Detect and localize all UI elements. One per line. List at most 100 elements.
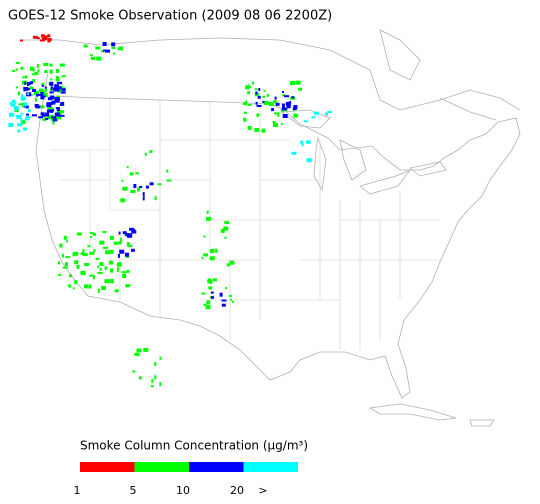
smoke-pixel <box>247 125 252 130</box>
smoke-pixel <box>136 348 142 353</box>
smoke-pixel <box>26 88 30 91</box>
smoke-pixel <box>25 116 31 119</box>
smoke-pixel <box>117 47 120 51</box>
smoke-pixel <box>118 46 123 51</box>
smoke-pixel <box>60 101 65 106</box>
smoke-pixel <box>93 249 96 253</box>
smoke-pixel <box>208 286 213 290</box>
smoke-pixel <box>280 123 283 126</box>
smoke-pixel <box>29 86 33 90</box>
smoke-pixel <box>96 56 102 61</box>
smoke-pixel <box>14 101 17 105</box>
smoke-pixel <box>20 112 24 115</box>
smoke-pixel <box>298 87 303 91</box>
smoke-pixel <box>88 284 92 289</box>
smoke-pixel <box>33 91 39 96</box>
smoke-pixel <box>274 96 277 100</box>
smoke-pixel <box>143 347 149 352</box>
smoke-pixel <box>41 83 45 86</box>
smoke-pixel <box>122 231 127 235</box>
smoke-pixel <box>40 34 45 38</box>
smoke-pixel <box>205 305 211 310</box>
smoke-pixel <box>248 85 252 88</box>
smoke-pixel <box>42 95 46 98</box>
smoke-pixel <box>118 231 121 235</box>
smoke-pixel <box>223 226 229 231</box>
smoke-pixel <box>126 166 129 169</box>
smoke-pixel <box>130 248 135 252</box>
smoke-pixel <box>99 240 105 245</box>
smoke-pixel <box>245 100 248 103</box>
smoke-pixel <box>49 81 54 86</box>
smoke-pixel <box>90 236 93 238</box>
smoke-pixel <box>114 289 119 293</box>
smoke-pixel <box>80 270 86 275</box>
smoke-pixel <box>268 102 274 107</box>
smoke-pixel <box>16 68 18 71</box>
smoke-pixel <box>126 242 130 247</box>
smoke-pixel <box>210 249 214 253</box>
smoke-pixel <box>55 69 59 73</box>
smoke-pixel <box>22 105 26 108</box>
smoke-pixel <box>262 95 266 98</box>
smoke-pixel <box>97 272 103 274</box>
smoke-pixel <box>32 67 35 72</box>
smoke-pixel <box>20 39 23 42</box>
smoke-pixel <box>314 111 320 115</box>
smoke-pixel <box>18 103 24 106</box>
smoke-pixel <box>87 245 91 248</box>
smoke-pixel <box>15 86 18 89</box>
smoke-pixel <box>221 303 226 307</box>
smoke-pixel <box>97 288 100 293</box>
smoke-pixel <box>24 118 30 121</box>
smoke-pixel <box>68 284 72 288</box>
smoke-pixel <box>84 263 90 266</box>
smoke-pixel <box>38 116 44 119</box>
smoke-pixel <box>272 120 276 123</box>
smoke-pixel <box>256 105 262 107</box>
smoke-pixel <box>255 91 258 95</box>
smoke-pixel <box>120 198 126 203</box>
smoke-pixel <box>31 87 34 89</box>
smoke-pixel <box>47 34 51 38</box>
smoke-pixel <box>295 80 301 85</box>
smoke-pixel <box>97 265 99 268</box>
smoke-pixel <box>41 114 46 117</box>
smoke-pixel <box>132 370 136 373</box>
smoke-pixel <box>139 186 143 188</box>
smoke-pixel <box>58 273 61 276</box>
smoke-pixel <box>60 91 66 94</box>
smoke-pixel <box>290 96 296 100</box>
smoke-pixel <box>292 107 297 111</box>
smoke-pixel <box>207 279 213 284</box>
legend-label: > <box>258 484 267 497</box>
legend-label: 5 <box>130 484 137 497</box>
smoke-pixel <box>225 287 228 290</box>
smoke-pixel <box>48 115 54 120</box>
smoke-pixel <box>50 95 54 100</box>
legend-title: Smoke Column Concentration (μg/m³) <box>80 439 308 453</box>
smoke-pixel <box>64 262 68 267</box>
smoke-pixel <box>228 294 232 297</box>
smoke-pixel <box>258 88 261 91</box>
smoke-pixel <box>120 237 123 242</box>
smoke-pixel <box>252 81 255 85</box>
smoke-pixel <box>50 86 53 91</box>
smoke-pixel <box>63 235 67 240</box>
smoke-pixel <box>255 101 258 105</box>
smoke-pixel <box>37 93 41 96</box>
smoke-pixel <box>291 96 295 99</box>
smoke-pixel <box>206 210 209 214</box>
smoke-pixel <box>210 295 214 299</box>
state-lines <box>50 100 440 350</box>
smoke-pixel <box>36 93 39 97</box>
smoke-pixel <box>65 256 71 259</box>
smoke-pixel <box>56 112 59 116</box>
smoke-pixel <box>243 117 247 122</box>
smoke-pixel <box>45 112 50 117</box>
smoke-pixel <box>130 190 136 193</box>
smoke-pixel <box>90 232 94 235</box>
smoke-pixel <box>101 286 107 290</box>
smoke-pixel <box>244 111 247 114</box>
